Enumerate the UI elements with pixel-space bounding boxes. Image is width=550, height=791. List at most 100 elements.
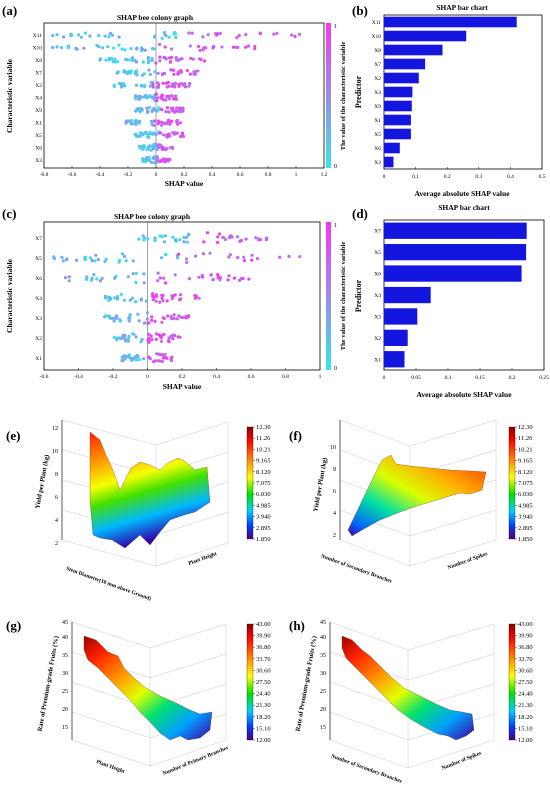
panel-a-point (159, 143, 163, 147)
panel-a-ytick-label: X7 (35, 71, 42, 77)
panel-c-point (172, 316, 176, 321)
panel-c-cbar-top: 1 (334, 223, 337, 229)
panel-a-point (151, 82, 155, 87)
panel-c-point (141, 234, 145, 238)
panel-a-point (158, 55, 162, 59)
panel-d-bar (384, 286, 431, 304)
panel-d: (d) SHAP bar chart X7 X5 X6 X4 X3 X2 X1 0 0.05 0.… (352, 203, 549, 399)
svg-text:20: 20 (320, 707, 326, 713)
panel-g-zlabel: Rate of Premium-grade Fruits (%) (37, 636, 61, 732)
panel-f: (f) 2 4 6 8 10 Yield per Plant (kg) Number o… (289, 419, 533, 585)
panel-a-point (163, 45, 167, 49)
panel-a-point (184, 85, 188, 89)
panel-c-point (161, 299, 165, 303)
panel-a-point (150, 47, 154, 51)
panel-c-point (154, 299, 158, 303)
panel-a-point (172, 32, 176, 36)
panel-c-point (202, 240, 206, 244)
panel-a-point (76, 33, 81, 37)
panel-a-ytick-label: X11 (33, 33, 43, 39)
panel-c-xtick-label: -0.6 (40, 374, 49, 380)
panel-c-point (122, 298, 126, 302)
panel-a-point (112, 85, 116, 89)
panel-f-zlabel: Yield per Plant (kg) (312, 457, 328, 512)
panel-a-point (55, 33, 59, 37)
panel-a-point (220, 45, 224, 49)
panel-c-point (90, 276, 94, 280)
panel-c-point (250, 258, 254, 262)
svg-text:10: 10 (52, 449, 58, 455)
panel-c-point (242, 259, 247, 263)
panel-a-point (146, 56, 150, 60)
panel-c-point (60, 255, 64, 259)
panel-c-point (153, 238, 157, 242)
panel-c-point (216, 240, 220, 245)
svg-text:2: 2 (333, 533, 336, 539)
panel-a-point (212, 45, 216, 49)
panel-a-point (192, 70, 196, 74)
panel-c-point (250, 253, 254, 257)
panel-c-point (185, 235, 189, 239)
svg-text:25: 25 (62, 689, 68, 695)
panel-a-point (116, 60, 120, 64)
panel-a-point (144, 131, 148, 135)
panel-b-bar (384, 30, 467, 42)
panel-d-xtick-label: 0 (383, 375, 386, 381)
panel-c-point (65, 257, 69, 261)
panel-a-point (169, 47, 174, 51)
panel-f-colorbar-ticks: 12.30 11.26 10.21 9.165 8.120 7.075 6.030 4.985… (515, 424, 533, 543)
panel-a-point (129, 69, 133, 73)
panel-a-tag: (a) (2, 3, 17, 18)
panel-c-axes (43, 221, 321, 371)
panel-c-point (170, 317, 174, 321)
panel-a-point (153, 34, 157, 38)
panel-c-point (211, 277, 216, 281)
panel-b-ytick-label: X2 (374, 76, 381, 82)
panel-c-xtick-label: 0.6 (248, 374, 255, 380)
panel-c-point (134, 300, 138, 304)
panel-d-ytick-label: X3 (374, 314, 381, 320)
panel-a-point (148, 159, 152, 163)
panel-a-xtick-label: 0.2 (181, 172, 188, 178)
panel-a-point (148, 94, 152, 99)
panel-a-point (174, 56, 178, 60)
panel-c-point (165, 356, 169, 360)
panel-b-bar (384, 58, 426, 70)
panel-c-point (157, 352, 161, 356)
panel-a-point (162, 98, 166, 102)
panel-c-point (113, 296, 117, 300)
panel-c-point (197, 296, 201, 300)
panel-a-point (134, 122, 138, 126)
panel-c-point (158, 276, 162, 280)
panel-a-point (235, 36, 239, 40)
panel-a-point (290, 33, 294, 37)
panel-c-point (156, 279, 160, 283)
panel-e-cbar-tick-label: 12.30 (256, 424, 271, 431)
panel-a-point (151, 108, 155, 112)
panel-a-point (191, 57, 195, 61)
panel-a-point (185, 68, 189, 73)
panel-c-point (239, 238, 243, 243)
panel-a-cbar-label: The value of the characteristic variable (340, 42, 347, 151)
panel-a-point (107, 56, 111, 61)
panel-a-xtick-label: 0.4 (209, 172, 216, 178)
panel-a-point (196, 69, 200, 73)
panel-b-ytick-label: X9 (374, 104, 381, 110)
panel-a-point (170, 94, 174, 98)
panel-e-tag: (e) (6, 428, 20, 443)
panel-a-point (189, 56, 193, 60)
panel-a-point (110, 56, 114, 61)
panel-c-xlabel: SHAP value (163, 382, 202, 391)
panel-a-point (152, 155, 156, 159)
panel-c-point (151, 292, 155, 296)
panel-a-point (161, 133, 166, 137)
panel-c-point (156, 359, 160, 363)
panel-c-point (126, 275, 130, 279)
panel-f-cbar-tick-label: 10.21 (518, 446, 533, 453)
panel-e-cbar-tick-label: 8.120 (256, 469, 271, 476)
panel-d-ylabel: Predictor (354, 279, 363, 312)
panel-c-point (187, 233, 191, 237)
panel-a-point (117, 43, 121, 47)
panel-f-cbar-tick-label: 9.165 (518, 458, 533, 465)
panel-a-colorbar (326, 23, 331, 168)
